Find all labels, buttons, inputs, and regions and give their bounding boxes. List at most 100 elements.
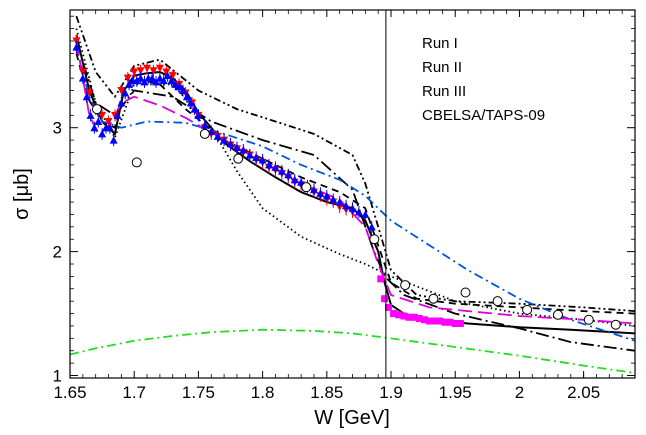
data-point <box>155 64 164 73</box>
data-point <box>109 136 118 144</box>
curve-4 <box>75 28 635 327</box>
data-point <box>168 72 177 80</box>
data-point <box>82 92 91 101</box>
curve-6 <box>75 40 635 325</box>
data-point <box>245 150 254 159</box>
y-axis-label: σ [μb] <box>11 168 33 220</box>
data-point <box>271 163 280 171</box>
data-point <box>583 314 594 325</box>
data-point <box>199 128 210 139</box>
data-point <box>610 319 621 330</box>
data-point <box>232 143 241 152</box>
data-point <box>98 111 107 120</box>
data-point <box>155 74 164 82</box>
data-point <box>367 222 376 231</box>
data-point <box>91 104 102 115</box>
legend-label: CBELSA/TAPS-09 <box>422 107 545 124</box>
data-point <box>436 317 444 325</box>
data-point <box>239 146 248 154</box>
tick-labels-layer: 1.65 1.7 1.75 1.8 1.85 1.9 1.95 2 2.05 1 2 3 <box>53 119 601 402</box>
x-tick-label: 2 <box>515 383 524 402</box>
data-point <box>309 185 318 194</box>
data-point <box>179 86 187 95</box>
data-point <box>121 89 130 97</box>
legend-label: Run II <box>422 59 462 76</box>
data-point <box>85 89 94 98</box>
data-point <box>415 315 423 323</box>
data-point <box>446 318 454 326</box>
data-point <box>167 76 176 85</box>
data-point <box>72 43 81 51</box>
data-point <box>143 64 152 73</box>
x-tick-label: 1.85 <box>310 383 343 402</box>
legend-label: Run III <box>422 83 466 100</box>
data-point <box>163 71 172 80</box>
data-point <box>130 68 139 76</box>
x-tick-label: 1.95 <box>439 383 472 402</box>
data-point <box>132 76 141 85</box>
data-point <box>98 129 107 138</box>
data-point <box>284 170 293 179</box>
curve-7 <box>70 328 635 374</box>
data-point <box>329 195 338 204</box>
legend-label: Run I <box>422 35 458 52</box>
data-point <box>86 111 95 119</box>
data-point <box>186 98 195 107</box>
curve-2 <box>75 15 635 312</box>
x-tick-label: 1.9 <box>379 383 403 402</box>
data-point <box>136 67 145 75</box>
data-point <box>342 201 351 210</box>
data-point <box>384 303 392 311</box>
data-point <box>390 310 398 318</box>
data-point <box>200 121 209 129</box>
data-point <box>301 182 312 193</box>
data-point <box>381 295 389 303</box>
data-point <box>162 68 171 76</box>
data-point <box>226 139 235 148</box>
data-point <box>522 304 533 315</box>
curve-5 <box>75 46 635 342</box>
data-point <box>277 167 286 175</box>
data-point <box>552 309 563 320</box>
data-point <box>175 82 184 91</box>
data-point <box>233 153 244 164</box>
data-point <box>148 74 157 82</box>
data-point <box>451 319 459 327</box>
data-point <box>322 191 331 200</box>
data-point <box>113 111 122 119</box>
data-point <box>117 87 126 95</box>
data-point <box>441 318 449 326</box>
data-point <box>348 204 357 212</box>
data-point <box>105 123 114 132</box>
curve-3 <box>75 40 635 352</box>
data-point <box>90 123 99 132</box>
data-point <box>136 74 145 82</box>
data-point <box>159 76 168 85</box>
data-point <box>149 67 158 75</box>
x-tick-label: 1.75 <box>182 383 215 402</box>
data-point <box>171 80 180 88</box>
data-point <box>213 132 222 140</box>
data-point <box>190 105 199 113</box>
data-point <box>117 98 126 107</box>
data-point <box>123 74 132 83</box>
y-tick-label: 1 <box>53 367 62 386</box>
data-point <box>335 198 344 206</box>
data-point <box>316 189 325 197</box>
points-layer <box>72 34 621 330</box>
data-point <box>252 153 261 161</box>
data-point <box>258 155 267 164</box>
legend: Run I Run II Run III CBELSA/TAPS-09 <box>422 35 545 124</box>
data-point <box>354 207 363 216</box>
x-tick-label: 1.8 <box>251 383 275 402</box>
data-point <box>410 313 418 321</box>
x-tick-label: 2.05 <box>567 383 600 402</box>
data-point <box>194 111 203 119</box>
data-point <box>400 312 408 320</box>
data-point <box>104 118 113 126</box>
x-tick-label: 1.7 <box>122 383 146 402</box>
x-axis-label: W [GeV] <box>314 407 390 429</box>
data-point <box>426 317 434 325</box>
